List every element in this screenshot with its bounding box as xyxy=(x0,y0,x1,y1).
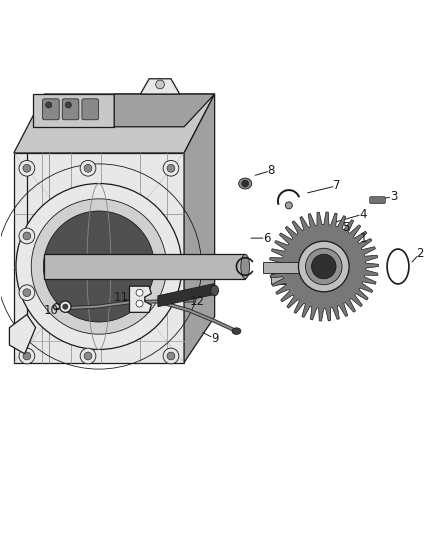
Text: 2: 2 xyxy=(416,247,424,260)
Circle shape xyxy=(163,348,179,364)
Polygon shape xyxy=(184,94,215,362)
Polygon shape xyxy=(130,286,151,312)
Circle shape xyxy=(43,211,155,322)
Circle shape xyxy=(84,352,92,360)
Circle shape xyxy=(60,301,71,312)
FancyBboxPatch shape xyxy=(82,99,99,120)
Polygon shape xyxy=(141,79,180,94)
Polygon shape xyxy=(14,94,215,153)
Ellipse shape xyxy=(239,178,252,189)
Text: 4: 4 xyxy=(359,208,367,221)
Text: 5: 5 xyxy=(342,221,349,233)
Text: 6: 6 xyxy=(263,232,271,245)
Polygon shape xyxy=(44,254,245,279)
Polygon shape xyxy=(14,153,184,362)
Polygon shape xyxy=(33,94,114,127)
Text: 9: 9 xyxy=(211,332,219,345)
Ellipse shape xyxy=(334,273,339,285)
Circle shape xyxy=(19,285,35,301)
Text: 8: 8 xyxy=(268,164,275,177)
Circle shape xyxy=(23,232,31,240)
Circle shape xyxy=(136,300,143,307)
FancyBboxPatch shape xyxy=(370,197,385,204)
Circle shape xyxy=(46,102,52,108)
Circle shape xyxy=(23,164,31,172)
Polygon shape xyxy=(269,212,378,321)
Polygon shape xyxy=(272,273,336,285)
FancyBboxPatch shape xyxy=(42,99,59,120)
Circle shape xyxy=(23,289,31,297)
Text: 7: 7 xyxy=(333,179,341,192)
Ellipse shape xyxy=(232,328,241,334)
Polygon shape xyxy=(158,284,215,306)
Text: 3: 3 xyxy=(390,190,397,203)
Circle shape xyxy=(306,248,342,285)
Circle shape xyxy=(16,183,182,350)
Polygon shape xyxy=(114,94,215,127)
Text: 1: 1 xyxy=(359,232,367,245)
Ellipse shape xyxy=(211,285,219,296)
Circle shape xyxy=(286,202,292,209)
Ellipse shape xyxy=(337,262,341,273)
Circle shape xyxy=(19,228,35,244)
Circle shape xyxy=(136,289,143,296)
Circle shape xyxy=(23,352,31,360)
Circle shape xyxy=(311,254,336,279)
Circle shape xyxy=(65,102,71,108)
Polygon shape xyxy=(10,314,35,354)
Circle shape xyxy=(167,352,175,360)
Circle shape xyxy=(167,164,175,172)
Circle shape xyxy=(80,348,96,364)
FancyBboxPatch shape xyxy=(62,99,79,120)
Circle shape xyxy=(163,160,179,176)
Circle shape xyxy=(19,160,35,176)
Ellipse shape xyxy=(241,254,250,279)
Circle shape xyxy=(63,304,68,309)
Circle shape xyxy=(19,348,35,364)
Circle shape xyxy=(155,80,164,89)
Circle shape xyxy=(298,241,349,292)
Circle shape xyxy=(242,180,249,187)
Circle shape xyxy=(80,160,96,176)
Text: 12: 12 xyxy=(190,295,205,308)
Text: 11: 11 xyxy=(113,290,128,304)
Polygon shape xyxy=(263,262,339,273)
Text: 10: 10 xyxy=(43,304,58,317)
Circle shape xyxy=(31,199,166,334)
Circle shape xyxy=(84,164,92,172)
